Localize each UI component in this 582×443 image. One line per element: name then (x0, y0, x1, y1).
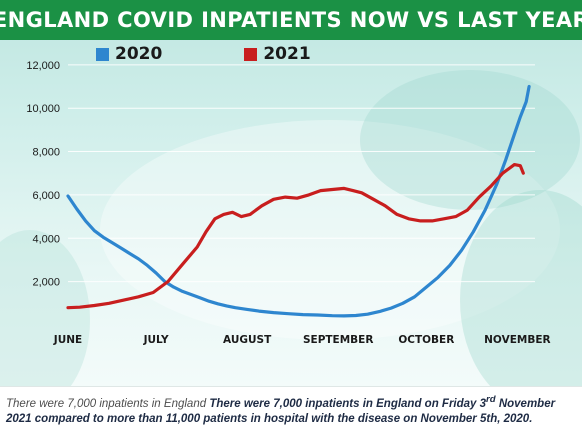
series-line-2021 (66, 163, 525, 310)
legend-swatch-2021 (244, 47, 258, 61)
caption-bold-pre: There were 7,000 inpatients in England o… (209, 397, 487, 410)
x-tick-label: NOVEMBER (484, 334, 550, 346)
legend-label-2021: 2021 (263, 44, 311, 64)
background-glow (100, 120, 560, 340)
x-tick-label: JULY (143, 334, 169, 346)
caption-bold-post: November 2021 compared to more than 11,0… (6, 397, 556, 425)
chart-canvas: 2,000 4,000 6,000 8,000 10,000 12,000 JUNE JULY… (0, 60, 582, 386)
image-caption: There were 7,000 inpatients in England T… (6, 392, 566, 427)
caption-lead: There were 7,000 inpatients in England (6, 397, 207, 410)
y-tick-label: 6,000 (32, 190, 60, 202)
background-shape (360, 70, 580, 210)
x-tick-label: OCTOBER (398, 334, 454, 346)
y-tick-label: 8,000 (32, 147, 60, 159)
x-tick-label: AUGUST (223, 334, 272, 346)
x-tick-label: SEPTEMBER (303, 334, 373, 346)
y-tick-label: 12,000 (26, 60, 60, 72)
legend-swatch-2020 (96, 47, 109, 61)
chart-figure: 2,000 4,000 6,000 8,000 10,000 12,000 JUNE JULY… (0, 0, 582, 387)
x-tick-label: JUNE (53, 334, 82, 346)
y-tick-label: 2,000 (32, 277, 60, 289)
legend-label-2020: 2020 (115, 44, 163, 64)
chart-title: ENGLAND COVID INPATIENTS NOW VS LAST YEA… (0, 8, 582, 32)
legend-item-2021: 2021 (244, 44, 311, 64)
legend-item-2020: 2020 (96, 44, 162, 64)
chart-legend: 2020 2021 (96, 44, 311, 64)
background-shape (0, 230, 90, 386)
background-shape (460, 190, 582, 386)
y-tick-label: 4,000 (32, 233, 60, 245)
y-tick-label: 10,000 (26, 103, 60, 115)
series-line-2020 (66, 84, 531, 318)
caption-superscript: rd (486, 394, 496, 405)
title-bar: ENGLAND COVID INPATIENTS NOW VS LAST YEA… (0, 0, 582, 40)
